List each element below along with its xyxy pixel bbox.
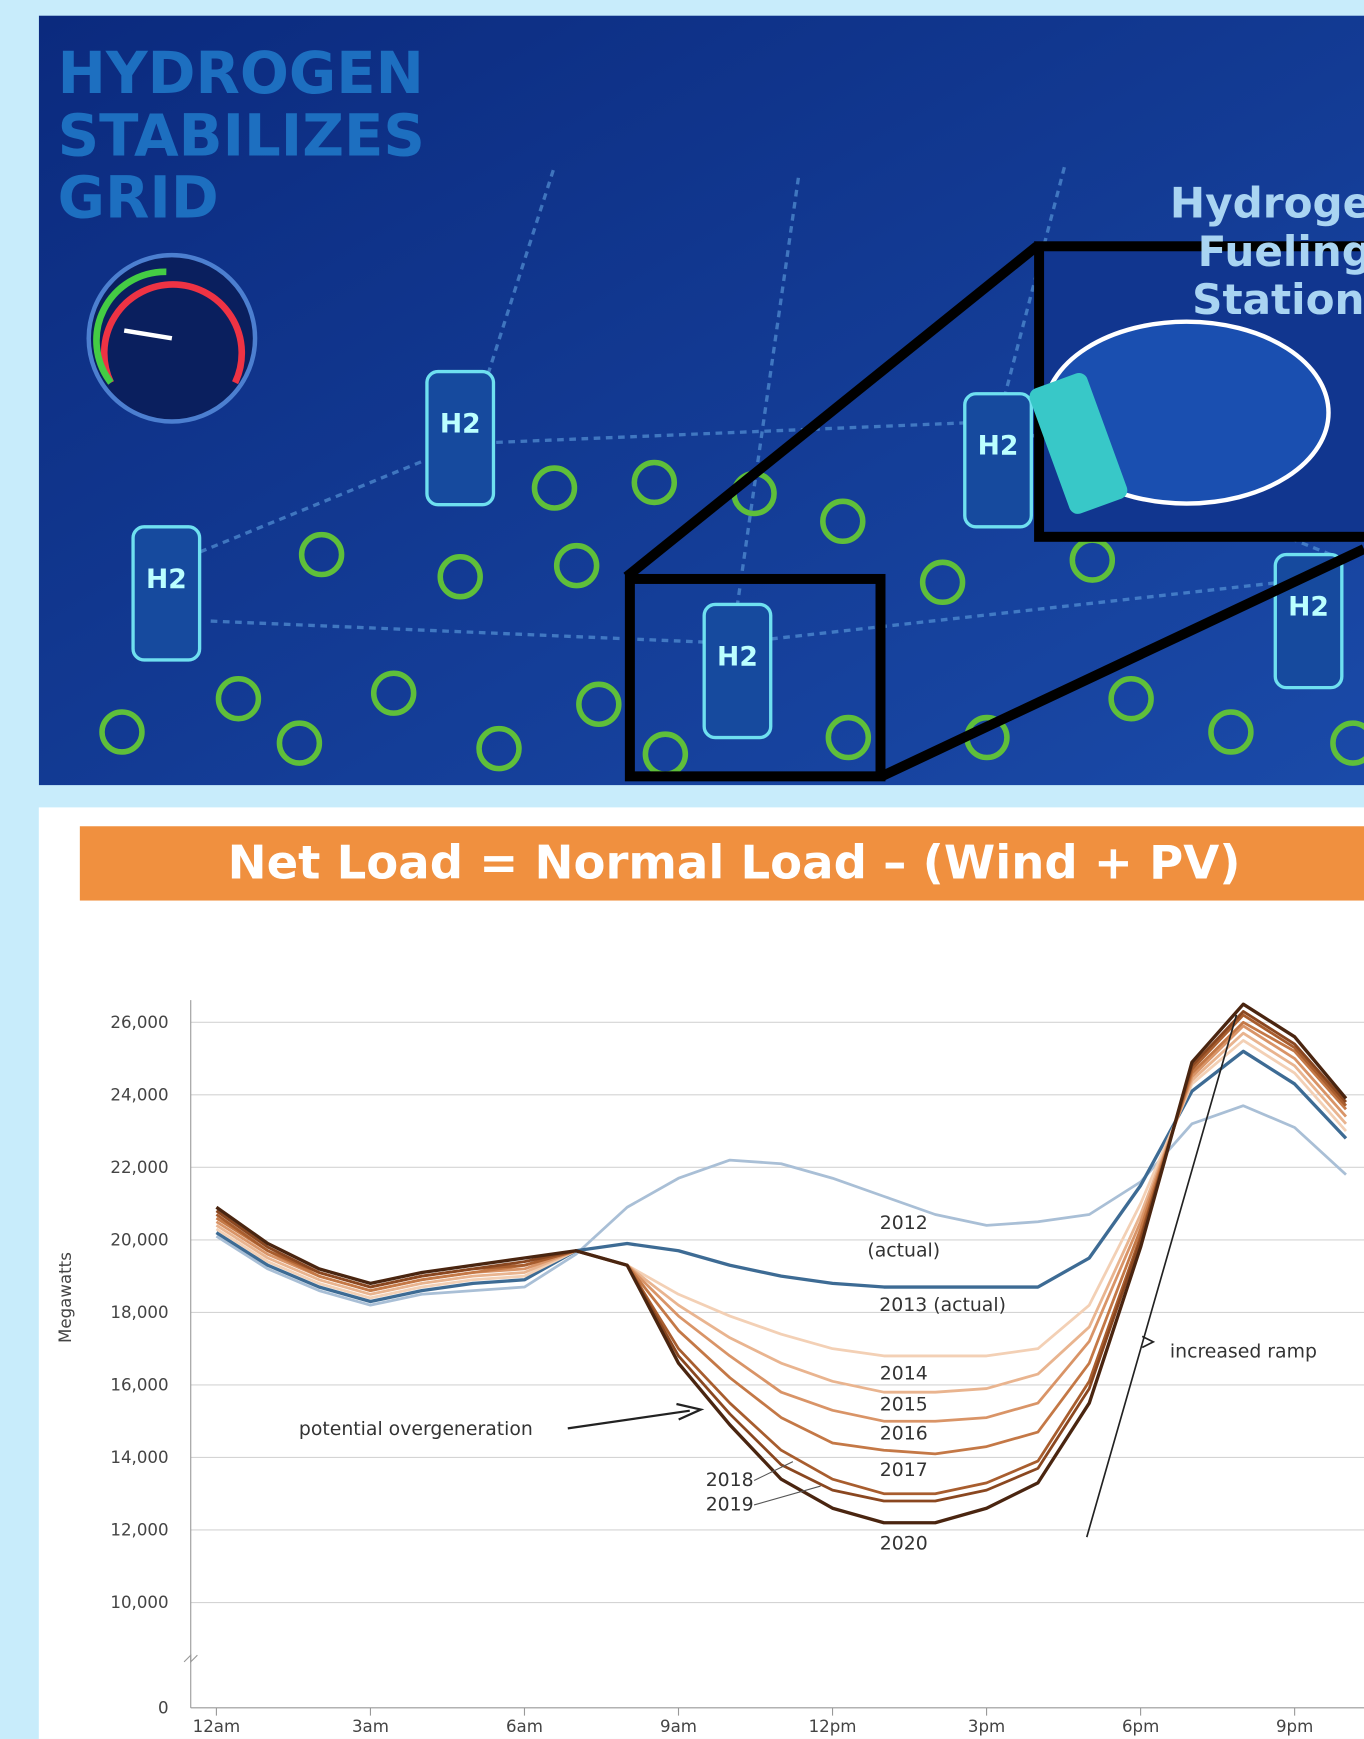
series-label: 2017 bbox=[880, 1460, 928, 1481]
node-ring bbox=[631, 459, 678, 506]
cylinder bbox=[425, 369, 496, 507]
y-tick-label: 24,000 bbox=[110, 1085, 168, 1104]
annotation: (actual) bbox=[867, 1241, 940, 1262]
y-axis-label: Megawatts bbox=[56, 1252, 75, 1343]
x-tick-label: 9pm bbox=[1276, 1717, 1313, 1736]
x-tick-label: 12am bbox=[193, 1717, 241, 1736]
headline-line: HYDROGEN bbox=[58, 39, 424, 107]
callout: Hydrogen Fueling Stations bbox=[1170, 178, 1364, 323]
annotation: potential overgeneration bbox=[299, 1419, 533, 1440]
cylinder-label: H2 bbox=[146, 564, 187, 595]
series-line bbox=[215, 1039, 1348, 1358]
leader bbox=[753, 1485, 821, 1506]
x-tick-label: 6pm bbox=[1122, 1717, 1159, 1736]
y-tick-label: 16,000 bbox=[110, 1375, 168, 1394]
series-label: 2013 (actual) bbox=[879, 1295, 1006, 1316]
series-label: 2018 bbox=[706, 1470, 754, 1491]
title-banner bbox=[79, 826, 1364, 901]
y-tick-label: 18,000 bbox=[110, 1303, 168, 1322]
series-label: 2012 bbox=[880, 1213, 928, 1234]
cylinder-label: H2 bbox=[717, 641, 758, 672]
node-ring bbox=[476, 725, 522, 772]
y-tick-label: 20,000 bbox=[110, 1230, 168, 1249]
y-tick-label: 10,000 bbox=[110, 1593, 168, 1612]
annotation: increased ramp bbox=[1170, 1341, 1317, 1362]
x-tick-label: 12pm bbox=[809, 1717, 857, 1736]
headline-line: GRID bbox=[58, 163, 219, 231]
callout-line: Fueling bbox=[1198, 227, 1364, 276]
node-ring bbox=[919, 559, 966, 606]
ramp-line bbox=[1085, 1014, 1238, 1538]
node-ring bbox=[1108, 675, 1154, 722]
node-ring bbox=[276, 720, 323, 766]
series-line bbox=[215, 1002, 1348, 1525]
node-ring bbox=[531, 465, 578, 511]
node-ring bbox=[1208, 709, 1254, 755]
node-ring bbox=[99, 709, 145, 755]
y-tick-label: 12,000 bbox=[110, 1521, 168, 1540]
series-line bbox=[215, 1049, 1348, 1304]
cylinder-label: H2 bbox=[978, 431, 1019, 462]
y-tick-label: 26,000 bbox=[110, 1013, 168, 1032]
x-tick-label: 6am bbox=[506, 1717, 543, 1736]
node-ring bbox=[215, 675, 262, 722]
x-tick-label: 3am bbox=[352, 1717, 389, 1736]
series-label: 2020 bbox=[880, 1533, 928, 1554]
gauge bbox=[86, 252, 258, 424]
node-ring bbox=[576, 681, 622, 728]
arrow bbox=[567, 1402, 705, 1430]
nodes bbox=[99, 459, 1364, 777]
leader bbox=[753, 1461, 794, 1482]
node-ring bbox=[820, 498, 866, 545]
node-ring bbox=[298, 531, 345, 578]
headline-line: STABILIZES bbox=[58, 101, 425, 169]
bus bbox=[1029, 373, 1128, 514]
axis-break bbox=[183, 1653, 198, 1664]
cylinders: H2 H2 H2 H2 H2 bbox=[131, 369, 1344, 740]
y-tick-label: 22,000 bbox=[110, 1158, 168, 1177]
chart-panel bbox=[38, 807, 1364, 1739]
callout-line: Stations bbox=[1192, 275, 1364, 324]
callout-line: Hydrogen bbox=[1170, 178, 1364, 227]
y-tick-label: 14,000 bbox=[110, 1448, 168, 1467]
x-tick-label: 9am bbox=[660, 1717, 697, 1736]
y-tick-label: 0 bbox=[158, 1698, 169, 1717]
node-ring bbox=[553, 542, 600, 589]
node-ring bbox=[1330, 720, 1364, 766]
node-ring bbox=[437, 554, 483, 600]
headline: HYDROGEN STABILIZES GRID bbox=[58, 39, 425, 231]
series-label: 2016 bbox=[880, 1423, 928, 1444]
chart-title: Net Load = Normal Load – (Wind + PV) bbox=[228, 835, 1241, 889]
cylinder bbox=[702, 602, 773, 740]
series-label: 2019 bbox=[706, 1494, 754, 1515]
cylinder-label: H2 bbox=[440, 409, 481, 440]
grid-network bbox=[165, 165, 1332, 645]
series-label: 2014 bbox=[880, 1364, 928, 1385]
x-tick-label: 3pm bbox=[968, 1717, 1005, 1736]
plot: 0 10,000 12,000 14,000 16,000 18,000 20,000 22,… bbox=[110, 1000, 1364, 1736]
cylinder bbox=[131, 525, 202, 662]
illustration: H2 H2 H2 H2 H2 HYDROGEN STABILIZES GRID Hydr… bbox=[38, 15, 1364, 786]
series-label: 2015 bbox=[880, 1395, 928, 1416]
node-ring bbox=[825, 714, 872, 761]
node-ring bbox=[370, 670, 417, 716]
cylinder-label: H2 bbox=[1288, 592, 1329, 623]
cylinder bbox=[963, 392, 1033, 529]
